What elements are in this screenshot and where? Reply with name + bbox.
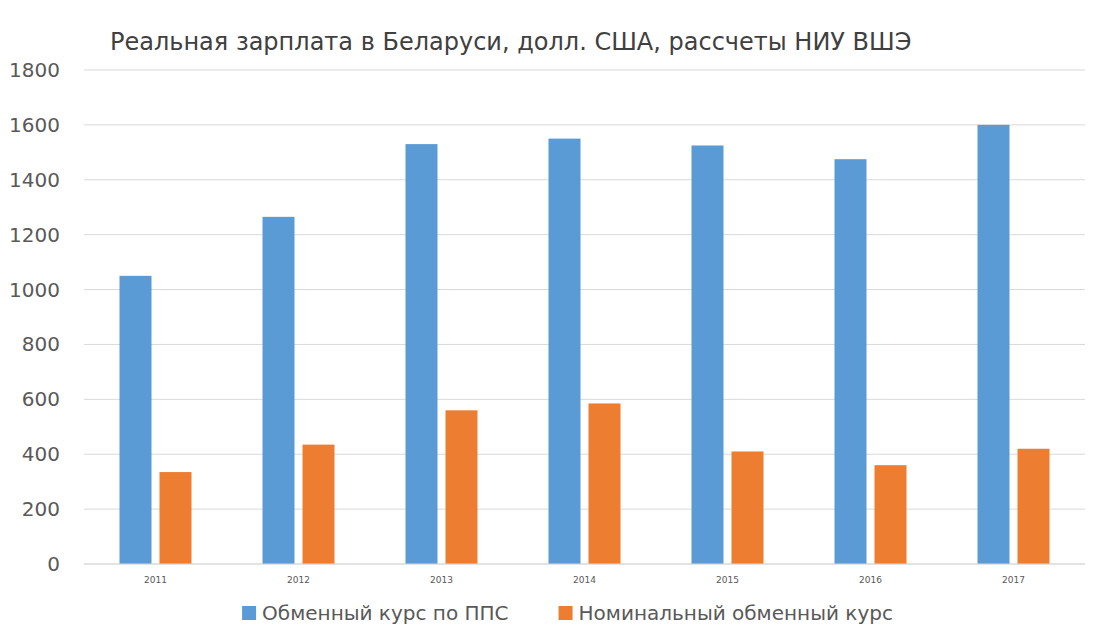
x-tick-label: 2013 [430,575,453,585]
grid-line [84,399,1085,400]
bar [406,144,438,564]
y-tick-label: 1800 [9,58,60,82]
grid-line [84,509,1085,510]
bar [120,276,152,564]
x-tick-label: 2017 [1002,575,1025,585]
bars [120,125,1050,564]
bar [978,125,1010,564]
legend-swatch [559,606,573,620]
bar [549,139,581,564]
x-tick-label: 2011 [144,575,167,585]
bar [875,465,907,564]
x-axis [84,564,1085,565]
bar [446,410,478,564]
title: Реальная зарплата в Беларуси, долл. США,… [110,28,911,56]
grid-line [84,289,1085,290]
bar [263,217,295,564]
grid-line [84,70,1085,71]
y-tick-label: 200 [22,497,60,521]
legend-label: Номинальный обменный курс [579,601,893,625]
grid-line [84,234,1085,235]
chart-svg: Реальная зарплата в Беларуси, долл. США,… [0,0,1095,640]
grid [84,70,1085,564]
grid-line [84,344,1085,345]
x-tick-label: 2015 [716,575,739,585]
bar [1018,449,1050,564]
bar [160,472,192,564]
bar [732,451,764,564]
y-tick-label: 0 [47,552,60,576]
y-tick-label: 1000 [9,278,60,302]
bar [589,403,621,564]
grid-line [84,124,1085,125]
y-tick-label: 800 [22,332,60,356]
y-tick-label: 1600 [9,113,60,137]
x-tick-label: 2012 [287,575,310,585]
bar [303,445,335,564]
grid-line [84,564,1085,565]
legend-label: Обменный курс по ППС [262,601,508,625]
y-tick-label: 400 [22,442,60,466]
legend: Обменный курс по ППС Номинальный обменный… [242,601,893,625]
grid-line [84,179,1085,180]
y-tick-label: 1400 [9,168,60,192]
y-tick-label: 1200 [9,223,60,247]
chart-container: Реальная зарплата в Беларуси, долл. США,… [0,0,1095,640]
x-tick-label: 2014 [573,575,596,585]
bar [835,159,867,564]
bar [692,145,724,564]
x-tick-label: 2016 [859,575,882,585]
y-tick-label: 600 [22,387,60,411]
legend-swatch [242,606,256,620]
grid-line [84,454,1085,455]
